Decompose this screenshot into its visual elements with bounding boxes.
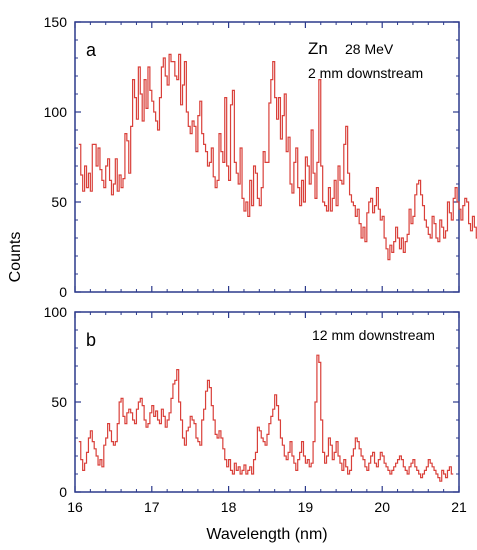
panel-a-frame — [74, 21, 460, 293]
panel-a-ticks: 0 50 100 150 — [44, 14, 460, 300]
panel-a-letter: a — [86, 40, 97, 60]
panel-b-letter: b — [86, 330, 96, 350]
y-axis-title: Counts — [7, 232, 24, 283]
x-axis-title: Wavelength (nm) — [206, 526, 327, 543]
y-tick-label-a-0: 0 — [59, 284, 67, 300]
y-tick-label-a-3: 150 — [44, 14, 68, 30]
y-tick-label-a-1: 50 — [51, 194, 67, 210]
panel-a-position-label: 2 mm downstream — [308, 65, 423, 81]
x-tick-label-5: 21 — [451, 499, 467, 515]
panel-a-element-label: Zn — [308, 39, 328, 58]
x-tick-label-3: 19 — [298, 499, 314, 515]
panel-b-ticks: 16 17 18 19 20 21 0 50 100 — [44, 304, 467, 515]
panel-a-series-line — [78, 53, 477, 261]
panel-a-energy-label: 28 MeV — [345, 41, 394, 57]
x-tick-label-4: 20 — [374, 499, 390, 515]
y-tick-label-b-2: 100 — [44, 304, 68, 320]
panel-b-position-label: 12 mm downstream — [312, 327, 435, 343]
y-tick-label-a-2: 100 — [44, 104, 68, 120]
y-tick-label-b-1: 50 — [51, 394, 67, 410]
y-tick-label-b-0: 0 — [59, 484, 67, 500]
x-tick-label-1: 17 — [144, 499, 160, 515]
panel-b-series-line — [78, 354, 454, 482]
x-tick-label-2: 18 — [221, 499, 237, 515]
x-tick-label-0: 16 — [67, 499, 83, 515]
